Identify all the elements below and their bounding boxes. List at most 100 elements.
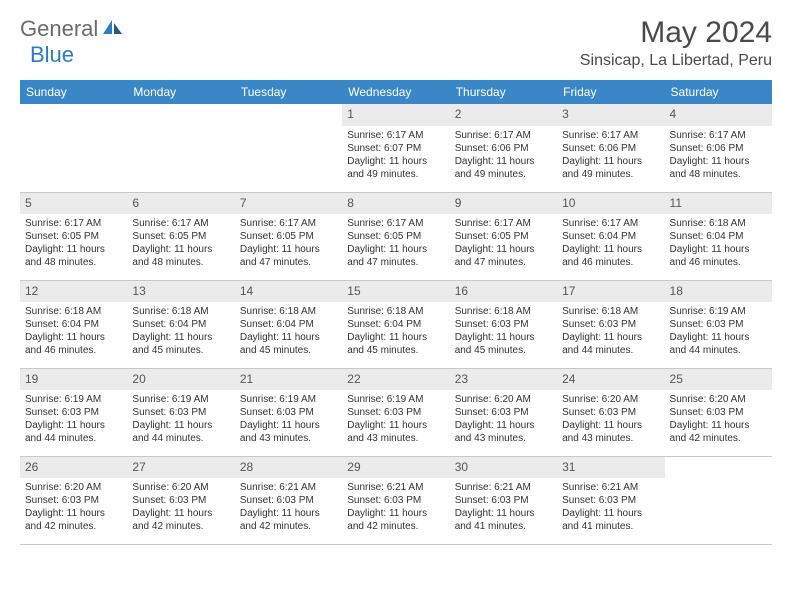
calendar-day-cell: 22Sunrise: 6:19 AMSunset: 6:03 PMDayligh… [342, 368, 449, 456]
day-number: 12 [20, 281, 127, 303]
sunset-text: Sunset: 6:04 PM [132, 318, 229, 331]
sunset-text: Sunset: 6:03 PM [25, 406, 122, 419]
sunset-text: Sunset: 6:03 PM [562, 494, 659, 507]
day-number: 15 [342, 281, 449, 303]
day-number: 9 [450, 193, 557, 215]
daylight-text: Daylight: 11 hours and 48 minutes. [25, 243, 122, 269]
sunset-text: Sunset: 6:03 PM [455, 318, 552, 331]
sunset-text: Sunset: 6:07 PM [347, 142, 444, 155]
daylight-text: Daylight: 11 hours and 48 minutes. [132, 243, 229, 269]
header: General May 2024 Sinsicap, La Libertad, … [20, 16, 772, 70]
sunrise-text: Sunrise: 6:17 AM [347, 129, 444, 142]
calendar-day-cell: 14Sunrise: 6:18 AMSunset: 6:04 PMDayligh… [235, 280, 342, 368]
sunset-text: Sunset: 6:04 PM [25, 318, 122, 331]
sunset-text: Sunset: 6:03 PM [25, 494, 122, 507]
sunrise-text: Sunrise: 6:18 AM [132, 305, 229, 318]
daylight-text: Daylight: 11 hours and 44 minutes. [132, 419, 229, 445]
day-number: 21 [235, 369, 342, 391]
day-number: 6 [127, 193, 234, 215]
day-number: 2 [450, 104, 557, 126]
sunrise-text: Sunrise: 6:18 AM [347, 305, 444, 318]
day-number: 20 [127, 369, 234, 391]
calendar-day-cell: 28Sunrise: 6:21 AMSunset: 6:03 PMDayligh… [235, 456, 342, 544]
sunset-text: Sunset: 6:03 PM [240, 406, 337, 419]
daylight-text: Daylight: 11 hours and 42 minutes. [132, 507, 229, 533]
daylight-text: Daylight: 11 hours and 49 minutes. [455, 155, 552, 181]
day-number: 27 [127, 457, 234, 479]
daylight-text: Daylight: 11 hours and 44 minutes. [562, 331, 659, 357]
daylight-text: Daylight: 11 hours and 45 minutes. [240, 331, 337, 357]
day-number: 31 [557, 457, 664, 479]
sunset-text: Sunset: 6:05 PM [455, 230, 552, 243]
logo-text-blue: Blue [30, 42, 74, 67]
day-number: 16 [450, 281, 557, 303]
day-number: 23 [450, 369, 557, 391]
sunset-text: Sunset: 6:05 PM [347, 230, 444, 243]
sunrise-text: Sunrise: 6:20 AM [132, 481, 229, 494]
title-block: May 2024 Sinsicap, La Libertad, Peru [580, 16, 772, 70]
sunrise-text: Sunrise: 6:19 AM [25, 393, 122, 406]
sunset-text: Sunset: 6:03 PM [347, 494, 444, 507]
sunset-text: Sunset: 6:03 PM [132, 494, 229, 507]
sunset-text: Sunset: 6:03 PM [132, 406, 229, 419]
daylight-text: Daylight: 11 hours and 47 minutes. [455, 243, 552, 269]
day-number [665, 457, 772, 479]
calendar-day-cell: 6 Sunrise: 6:17 AMSunset: 6:05 PMDaylight… [127, 192, 234, 280]
calendar-table: SundayMondayTuesdayWednesdayThursdayFrid… [20, 80, 772, 545]
calendar-day-cell: 4Sunrise: 6:17 AMSunset: 6:06 PMDaylight… [665, 104, 772, 192]
sunrise-text: Sunrise: 6:17 AM [562, 129, 659, 142]
sunrise-text: Sunrise: 6:20 AM [25, 481, 122, 494]
calendar-week-row: 1Sunrise: 6:17 AMSunset: 6:07 PMDaylight… [20, 104, 772, 192]
sunrise-text: Sunrise: 6:17 AM [455, 217, 552, 230]
daylight-text: Daylight: 11 hours and 42 minutes. [347, 507, 444, 533]
day-header: Monday [127, 80, 234, 104]
daylight-text: Daylight: 11 hours and 42 minutes. [240, 507, 337, 533]
daylight-text: Daylight: 11 hours and 42 minutes. [25, 507, 122, 533]
daylight-text: Daylight: 11 hours and 49 minutes. [562, 155, 659, 181]
sunset-text: Sunset: 6:06 PM [562, 142, 659, 155]
sunrise-text: Sunrise: 6:21 AM [240, 481, 337, 494]
sunset-text: Sunset: 6:04 PM [562, 230, 659, 243]
daylight-text: Daylight: 11 hours and 47 minutes. [240, 243, 337, 269]
calendar-body: 1Sunrise: 6:17 AMSunset: 6:07 PMDaylight… [20, 104, 772, 544]
daylight-text: Daylight: 11 hours and 43 minutes. [240, 419, 337, 445]
sunset-text: Sunset: 6:05 PM [132, 230, 229, 243]
sunrise-text: Sunrise: 6:20 AM [455, 393, 552, 406]
day-number: 5 [20, 193, 127, 215]
sunrise-text: Sunrise: 6:21 AM [562, 481, 659, 494]
sunset-text: Sunset: 6:06 PM [670, 142, 767, 155]
day-number [127, 104, 234, 126]
day-number: 24 [557, 369, 664, 391]
day-number: 1 [342, 104, 449, 126]
day-number: 17 [557, 281, 664, 303]
day-number: 7 [235, 193, 342, 215]
day-number: 19 [20, 369, 127, 391]
day-number: 3 [557, 104, 664, 126]
sunset-text: Sunset: 6:03 PM [670, 406, 767, 419]
sunrise-text: Sunrise: 6:18 AM [25, 305, 122, 318]
calendar-day-cell [665, 456, 772, 544]
day-number: 28 [235, 457, 342, 479]
calendar-day-cell: 27 Sunrise: 6:20 AMSunset: 6:03 PMDayligh… [127, 456, 234, 544]
day-number: 30 [450, 457, 557, 479]
calendar-day-cell [235, 104, 342, 192]
day-number: 18 [665, 281, 772, 303]
daylight-text: Daylight: 11 hours and 43 minutes. [347, 419, 444, 445]
calendar-day-cell: 8Sunrise: 6:17 AMSunset: 6:05 PMDaylight… [342, 192, 449, 280]
sunrise-text: Sunrise: 6:17 AM [132, 217, 229, 230]
sunset-text: Sunset: 6:05 PM [25, 230, 122, 243]
day-number: 22 [342, 369, 449, 391]
logo-text-general: General [20, 16, 98, 42]
day-number: 29 [342, 457, 449, 479]
calendar-day-cell: 15Sunrise: 6:18 AMSunset: 6:04 PMDayligh… [342, 280, 449, 368]
daylight-text: Daylight: 11 hours and 41 minutes. [455, 507, 552, 533]
day-header-row: SundayMondayTuesdayWednesdayThursdayFrid… [20, 80, 772, 104]
day-number: 10 [557, 193, 664, 215]
day-header: Sunday [20, 80, 127, 104]
calendar-week-row: 5Sunrise: 6:17 AMSunset: 6:05 PMDaylight… [20, 192, 772, 280]
daylight-text: Daylight: 11 hours and 45 minutes. [132, 331, 229, 357]
day-header: Thursday [450, 80, 557, 104]
location: Sinsicap, La Libertad, Peru [580, 52, 772, 70]
sunrise-text: Sunrise: 6:19 AM [132, 393, 229, 406]
calendar-day-cell: 9 Sunrise: 6:17 AMSunset: 6:05 PMDaylight… [450, 192, 557, 280]
